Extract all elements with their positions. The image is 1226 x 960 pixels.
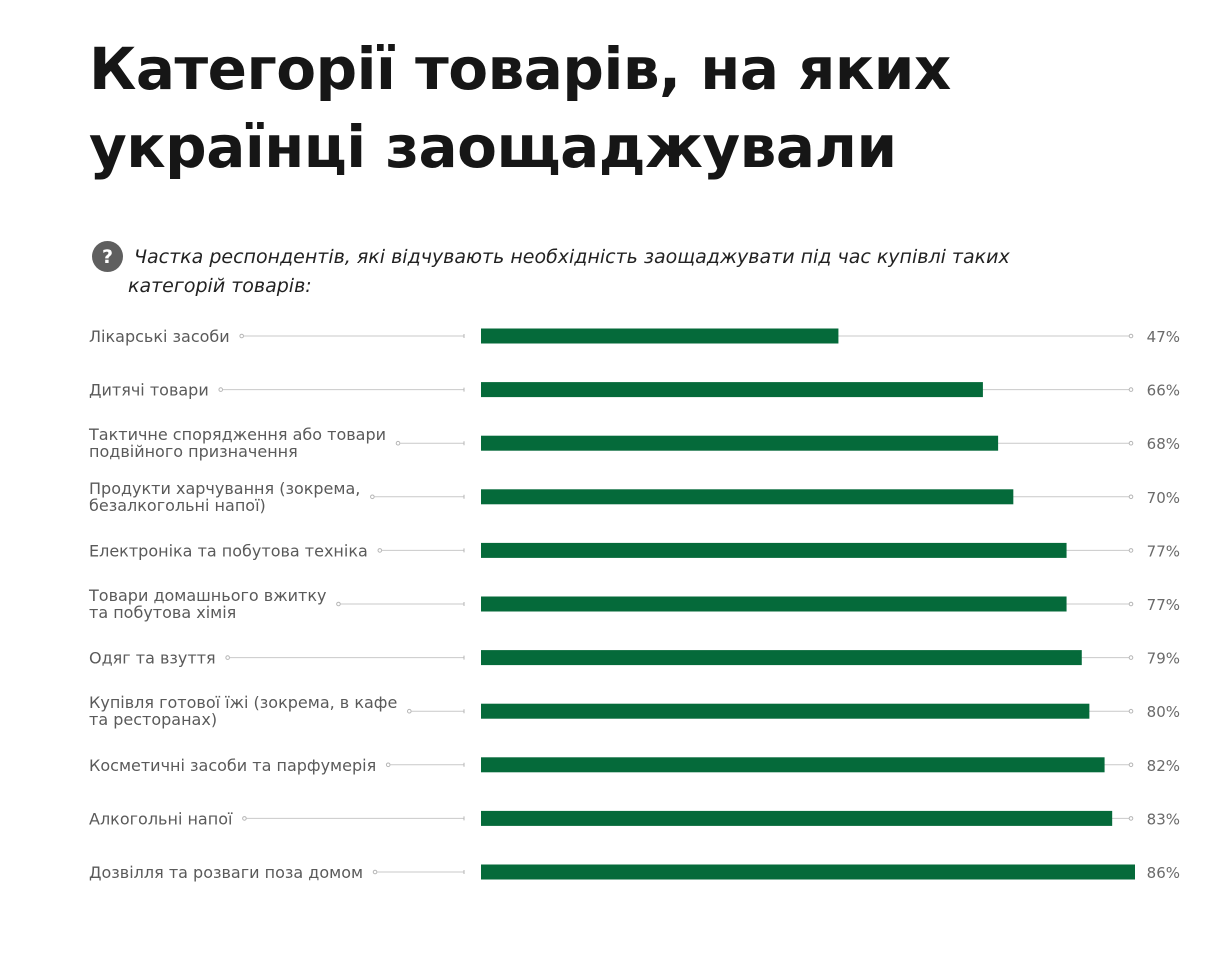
category-label: Товари домашнього вжитку та побутова хімі… <box>88 586 326 622</box>
bar <box>481 703 1090 719</box>
category-label: Дозвілля та розваги поза домом <box>89 863 363 882</box>
connector-dot <box>336 601 341 607</box>
value-label: 68% <box>1147 435 1180 453</box>
value-label: 79% <box>1147 650 1180 668</box>
bar <box>481 596 1067 612</box>
category-label: Купівля готової їжі (зокрема, в кафе та р… <box>89 693 397 729</box>
value-label: 66% <box>1147 382 1180 400</box>
bar <box>481 382 983 398</box>
category-label-line: безалкогольні напої) <box>89 496 266 515</box>
track-end-dot <box>1128 762 1134 768</box>
track-end-dot <box>1128 816 1134 821</box>
track-end-dot <box>1128 333 1134 339</box>
track-end-dot <box>1128 601 1134 607</box>
category-label: Косметичні засоби та парфумерія <box>89 756 376 775</box>
connector-dot <box>239 333 244 339</box>
category-label-line: Товари домашнього вжитку <box>88 586 326 605</box>
track-end-dot <box>1128 494 1134 500</box>
category-label-line: Продукти харчування (зокрема, <box>89 479 360 498</box>
chart-subtitle: Частка респондентів, які відчувають необ… <box>128 246 1010 297</box>
track-end-dot <box>1128 708 1134 714</box>
track-end-dot <box>1128 655 1134 660</box>
connector-dot <box>372 869 378 875</box>
track-end-dot <box>1128 387 1134 392</box>
category-label: Алкогольні напої <box>89 809 233 828</box>
bar <box>481 650 1082 666</box>
value-label: 80% <box>1147 703 1180 721</box>
category-label: Продукти харчування (зокрема, безалкоголь… <box>89 479 360 515</box>
connector-dot <box>407 708 412 714</box>
value-label: 83% <box>1147 810 1180 828</box>
value-label: 86% <box>1147 864 1180 882</box>
bar <box>481 810 1113 826</box>
category-label-line: Купівля готової їжі (зокрема, в кафе <box>89 693 397 712</box>
track-end-dot <box>1128 548 1134 553</box>
category-label: Лікарські засоби <box>89 327 230 346</box>
category-label-line: Тактичне спорядження або товари <box>88 425 386 444</box>
category-label: Одяг та взуття <box>89 649 216 668</box>
value-label: 77% <box>1147 596 1180 614</box>
question-circle-icon[interactable]: ? <box>92 241 123 272</box>
bar <box>481 757 1105 773</box>
connector-dot <box>377 548 383 553</box>
category-label-line: та побутова хімія <box>89 603 236 622</box>
track-end-dot <box>1128 440 1134 446</box>
bar <box>481 864 1135 880</box>
bar <box>481 435 999 451</box>
category-label-line: та ресторанах) <box>89 710 217 729</box>
value-label: 47% <box>1147 328 1180 346</box>
category-label: Електроніка та побутова техніка <box>89 541 368 560</box>
category-label: Дитячі товари <box>89 381 209 400</box>
connector-dot <box>242 816 247 821</box>
value-label: 82% <box>1147 757 1180 775</box>
connector-dot <box>385 762 391 768</box>
svg-text:?: ? <box>102 246 113 268</box>
bar <box>481 542 1067 558</box>
value-label: 77% <box>1147 542 1180 560</box>
bar <box>481 328 839 344</box>
connector-dot <box>218 387 224 392</box>
connector-dot <box>225 655 230 660</box>
connector-dot <box>370 494 375 500</box>
connector-dot <box>395 440 401 446</box>
chart-title: Категорії товарів, на яких українці заощ… <box>89 35 951 181</box>
value-label: 70% <box>1147 489 1180 507</box>
category-label: Тактичне спорядження або товари подвійног… <box>88 425 386 461</box>
bar <box>481 489 1014 505</box>
category-label-line: подвійного призначення <box>89 442 298 461</box>
